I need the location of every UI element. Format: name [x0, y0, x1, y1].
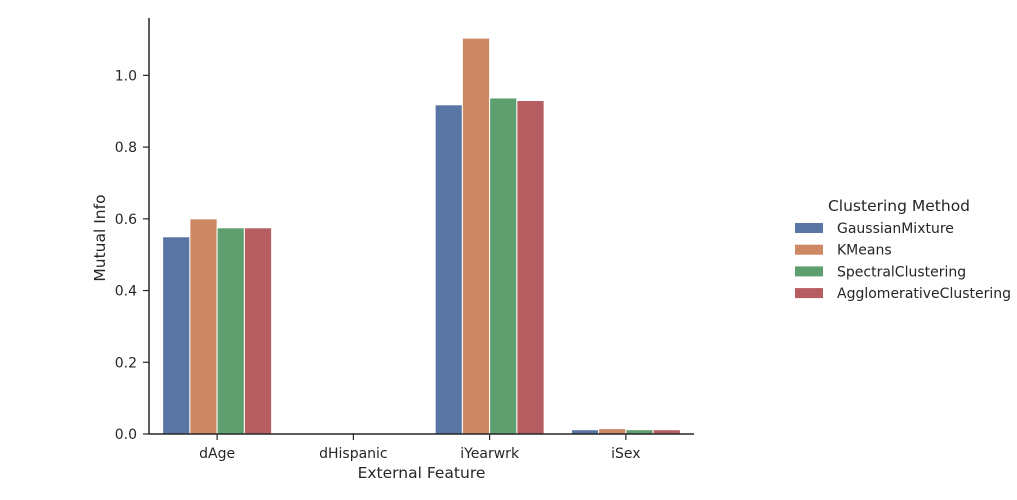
x-tick-label-dage: dAge — [199, 446, 235, 462]
y-tick-label: 0.0 — [115, 427, 137, 443]
x-tick-label-dhispanic: dHispanic — [319, 446, 388, 462]
legend-swatch-kmeans — [795, 244, 823, 255]
bar-kmeans-isex — [598, 428, 627, 435]
bar-spectralclustering-iyearwrk — [489, 97, 518, 435]
legend-label-gaussianmixture: GaussianMixture — [837, 221, 954, 237]
legend: Clustering Method GaussianMixture KMeans S… — [795, 197, 1011, 302]
x-tick-label-isex: iSex — [611, 446, 640, 462]
legend-swatch-gaussianmixture — [795, 223, 823, 233]
y-tick-label: 0.8 — [115, 140, 137, 156]
legend-swatch-agglomerativeclustering — [795, 288, 823, 299]
x-axis-title: External Feature — [358, 464, 486, 482]
axes-layer — [148, 18, 694, 435]
x-ticks: dAge dHispanic iYearwrk iSex — [199, 434, 641, 462]
y-tick-label: 0.6 — [115, 212, 137, 228]
bar-agglomerativeclustering-dage — [243, 227, 273, 435]
legend-label-kmeans: KMeans — [837, 243, 892, 259]
legend-title: Clustering Method — [828, 197, 970, 215]
y-tick-label: 0.4 — [115, 284, 137, 300]
legend-label-spectralclustering: SpectralClustering — [837, 264, 966, 280]
bars-layer — [162, 37, 681, 435]
y-tick-label: 1.0 — [115, 68, 137, 84]
bar-agglomerativeclustering-iyearwrk — [516, 99, 545, 435]
legend-swatch-spectralclustering — [795, 266, 823, 277]
x-tick-label-iyearwrk: iYearwrk — [460, 446, 520, 462]
bar-gaussianmixture-iyearwrk — [434, 104, 463, 435]
bar-gaussianmixture-dage — [162, 236, 191, 435]
legend-label-agglomerativeclustering: AgglomerativeClustering — [837, 286, 1011, 302]
y-tick-label: 0.2 — [115, 355, 137, 371]
y-axis-title: Mutual Info — [91, 194, 109, 281]
bar-kmeans-dage — [189, 218, 218, 435]
bar-spectralclustering-dage — [216, 227, 245, 435]
bar-kmeans-iyearwrk — [461, 37, 491, 435]
y-ticks: 0.0 0.2 0.4 0.6 0.8 1.0 — [115, 68, 149, 443]
